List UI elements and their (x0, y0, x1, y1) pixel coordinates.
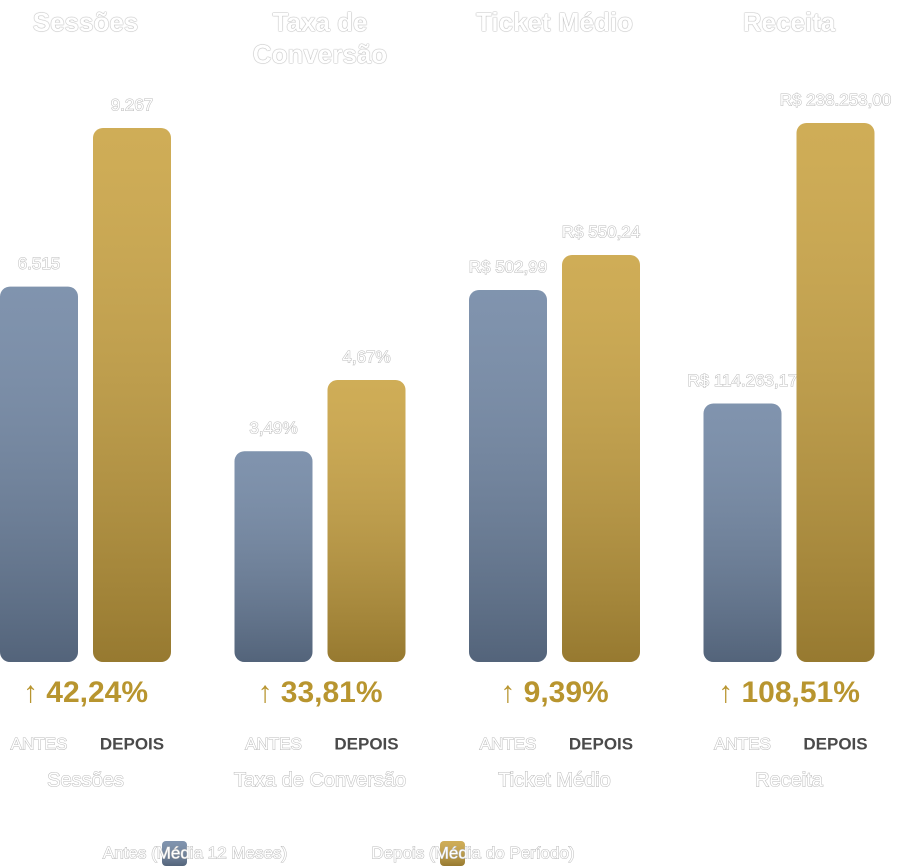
value-label: 4,67% (342, 347, 390, 366)
panel-title: Receita (742, 7, 836, 37)
legend-swatch-shade (440, 841, 465, 866)
panel-label: Taxa de Conversão (234, 769, 406, 791)
legend-label: Depois (Média do Período) (371, 843, 574, 862)
value-label: R$ 502,99 (469, 257, 547, 276)
panel-label: Sessões (47, 769, 124, 791)
bar-shade (469, 289, 547, 662)
panel-title: Taxa de Conversão (252, 7, 388, 69)
change-label: ↑ 108,51% (718, 676, 860, 709)
change-label: ↑ 33,81% (257, 676, 382, 709)
value-label: 6.515 (18, 254, 61, 273)
value-label: R$ 114.263,17 (687, 371, 797, 390)
category-label: DEPOIS (569, 734, 633, 753)
legend-label: Antes (Média 12 Meses) (103, 843, 287, 862)
category-label: DEPOIS (803, 734, 867, 753)
bar-shade (234, 451, 313, 662)
bar-shade (562, 255, 640, 662)
bar-shade (0, 286, 78, 662)
value-label: 9.267 (111, 95, 154, 114)
panel-label: Ticket Médio (498, 769, 611, 791)
category-label: ANTES (480, 734, 537, 753)
bar-shade (703, 403, 782, 662)
category-label: ANTES (245, 734, 302, 753)
value-label: 3,49% (249, 419, 297, 438)
bar-shade (796, 123, 875, 662)
category-label: DEPOIS (334, 734, 398, 753)
legend-swatch-shade (162, 841, 187, 866)
change-label: ↑ 42,24% (23, 676, 148, 709)
category-label: DEPOIS (100, 734, 164, 753)
panel-label: Receita (755, 769, 824, 791)
bar-shade (93, 128, 171, 662)
value-label: R$ 238.253,00 (780, 90, 892, 109)
category-label: ANTES (11, 734, 68, 753)
panel-title: Sessões (32, 7, 139, 37)
bar-shade (327, 380, 406, 662)
category-label: ANTES (714, 734, 771, 753)
panel-title: Ticket Médio (475, 7, 633, 37)
value-label: R$ 550,24 (562, 222, 640, 241)
change-label: ↑ 9,39% (500, 676, 608, 709)
